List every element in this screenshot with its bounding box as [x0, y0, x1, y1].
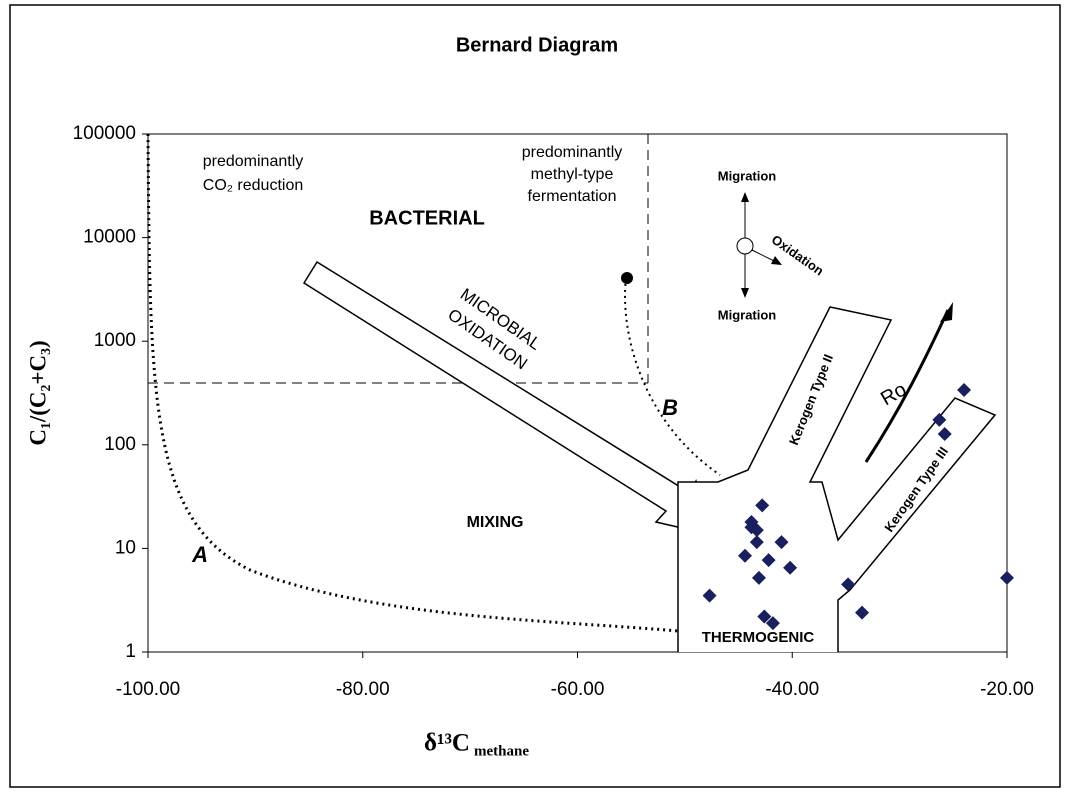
microbial-oxidation-arrow [302, 260, 714, 537]
arrowhead [771, 256, 782, 265]
data-point [751, 570, 766, 585]
origin-circle [736, 237, 754, 255]
y-axis-label: C₁/(C₂+C₃) [25, 340, 50, 445]
annotation: MIXING [467, 514, 524, 531]
annotation: predominantly [522, 144, 623, 161]
data-point [702, 588, 717, 603]
x-tick-label: -40.00 [765, 679, 819, 700]
x-tick-label: -20.00 [980, 679, 1034, 700]
annotation: Migration [718, 307, 777, 322]
y-tick-label: 10 [115, 537, 136, 558]
x-tick-label: -60.00 [551, 679, 605, 700]
thermogenic-region [677, 306, 997, 652]
data-point [749, 535, 764, 550]
annotation: methyl-type [531, 166, 614, 183]
data-point [757, 609, 772, 624]
x-axis-label: δ¹³C [424, 730, 470, 757]
data-point [774, 535, 789, 550]
x-tick-label: -80.00 [336, 679, 390, 700]
end-point [621, 272, 633, 284]
annotation: THERMOGENIC [702, 629, 815, 646]
data-point [755, 498, 770, 513]
data-point [765, 616, 780, 631]
x-tick-label: -100.00 [116, 679, 180, 700]
data-point [932, 412, 947, 427]
x-axis-label-sub: methane [474, 743, 529, 759]
data-point [738, 548, 753, 563]
y-tick-label: 100000 [73, 123, 136, 144]
oxidation-arrow [751, 249, 777, 263]
annotation: Migration [718, 168, 777, 183]
data-point [783, 560, 798, 575]
arrowhead [741, 192, 749, 202]
annotation: fermentation [528, 188, 617, 205]
chart-title: Bernard Diagram [456, 34, 618, 56]
arrowhead [741, 288, 749, 298]
y-tick-label: 100 [104, 434, 136, 455]
data-point [937, 427, 952, 442]
annotation: BACTERIAL [369, 207, 485, 229]
y-tick-label: 1000 [94, 330, 136, 351]
ro-arrowhead [940, 302, 953, 322]
y-tick-label: 10000 [83, 227, 136, 248]
data-point [744, 520, 759, 535]
mixing-curve-b [624, 277, 721, 476]
data-point [855, 605, 870, 620]
data-point [957, 383, 972, 398]
data-point [841, 577, 856, 592]
ro-arrow [864, 309, 950, 463]
annotation: Ro [877, 378, 910, 410]
data-point [1000, 570, 1014, 585]
mixing-curve-a [146, 133, 691, 634]
data-point [761, 553, 776, 568]
annotation: Oxidation [769, 232, 827, 279]
annotation: B [662, 395, 678, 420]
annotation: CO₂ reduction [203, 177, 303, 194]
frame [9, 4, 1061, 788]
annotation: predominantly [203, 153, 304, 170]
y-tick-label: 1 [125, 641, 136, 662]
annotation: A [191, 542, 208, 567]
